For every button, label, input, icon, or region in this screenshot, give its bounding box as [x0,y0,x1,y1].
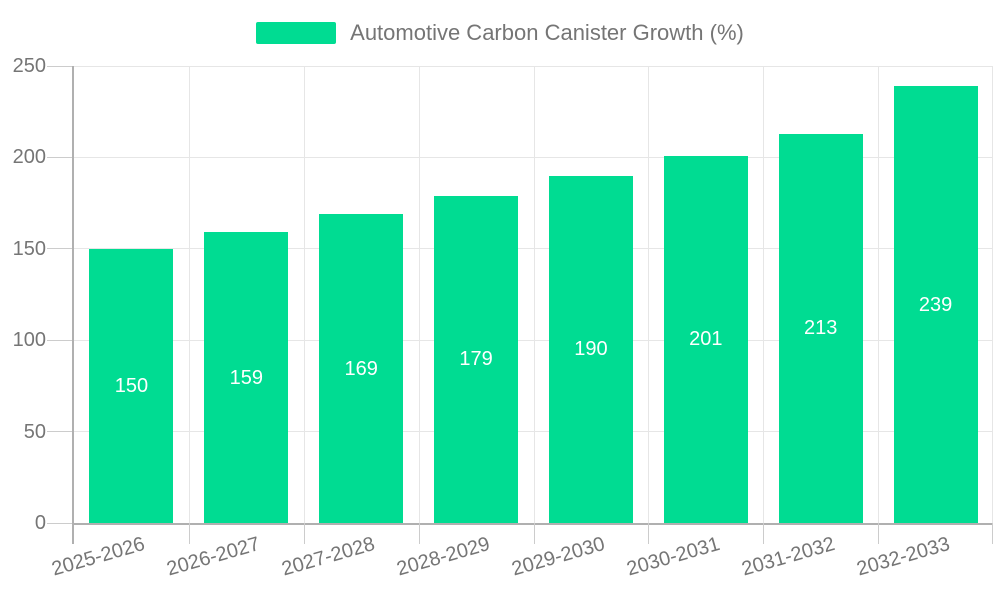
x-tick-mark [992,523,993,544]
y-tick-mark [47,431,72,433]
bar[interactable]: 179 [434,195,519,523]
y-axis-line [72,66,74,523]
x-tick-mark [72,523,74,544]
y-axis-tick-label: 100 [12,329,46,352]
bar-value-label: 239 [918,293,953,316]
legend-label: Automotive Carbon Canister Growth (%) [350,20,744,45]
bar[interactable]: 239 [893,86,978,523]
bar-value-label: 213 [804,317,838,340]
y-axis-tick-label: 250 [12,55,46,77]
legend-item[interactable]: Automotive Carbon Canister Growth (%) [0,20,1000,46]
x-gridline [188,66,190,523]
x-tick-mark [188,523,190,544]
bar[interactable]: 150 [89,248,174,523]
y-axis-tick-label: 150 [12,237,46,260]
y-axis-tick-label: 200 [12,146,46,169]
y-tick-mark [47,522,72,524]
x-tick-mark [878,523,880,544]
bar-value-label: 150 [114,374,149,397]
y-tick-mark [47,248,72,250]
x-tick-mark [533,523,535,544]
bar-value-label: 169 [344,357,378,380]
bar-value-label: 190 [574,338,608,361]
bar[interactable]: 201 [663,155,748,523]
x-tick-mark [303,523,305,544]
bar[interactable]: 190 [548,175,633,523]
y-tick-mark [47,339,72,341]
bar-value-label: 201 [689,328,723,351]
x-gridline [648,66,650,523]
x-gridline [763,66,765,523]
x-gridline [992,66,993,523]
x-gridline [418,66,420,523]
x-gridline [878,66,880,523]
x-gridline [533,66,535,523]
x-axis-line [72,523,993,525]
bar[interactable]: 159 [204,232,289,523]
bar[interactable]: 213 [778,133,863,523]
x-tick-mark [418,523,420,544]
bar[interactable]: 169 [319,214,404,523]
bar-chart: Automotive Carbon Canister Growth (%) 15… [0,20,1000,581]
bar-value-label: 159 [229,366,263,389]
y-axis-tick-label: 0 [34,512,46,534]
y-axis-tick-label: 50 [23,420,46,443]
y-tick-mark [47,65,72,67]
legend-swatch [256,22,337,44]
bar-value-label: 179 [459,348,493,371]
x-gridline [303,66,305,523]
x-tick-mark [648,523,650,544]
y-tick-mark [47,156,72,158]
plot-area: 150 159 169 179 190 201 213 239 [47,65,993,544]
x-tick-mark [763,523,765,544]
